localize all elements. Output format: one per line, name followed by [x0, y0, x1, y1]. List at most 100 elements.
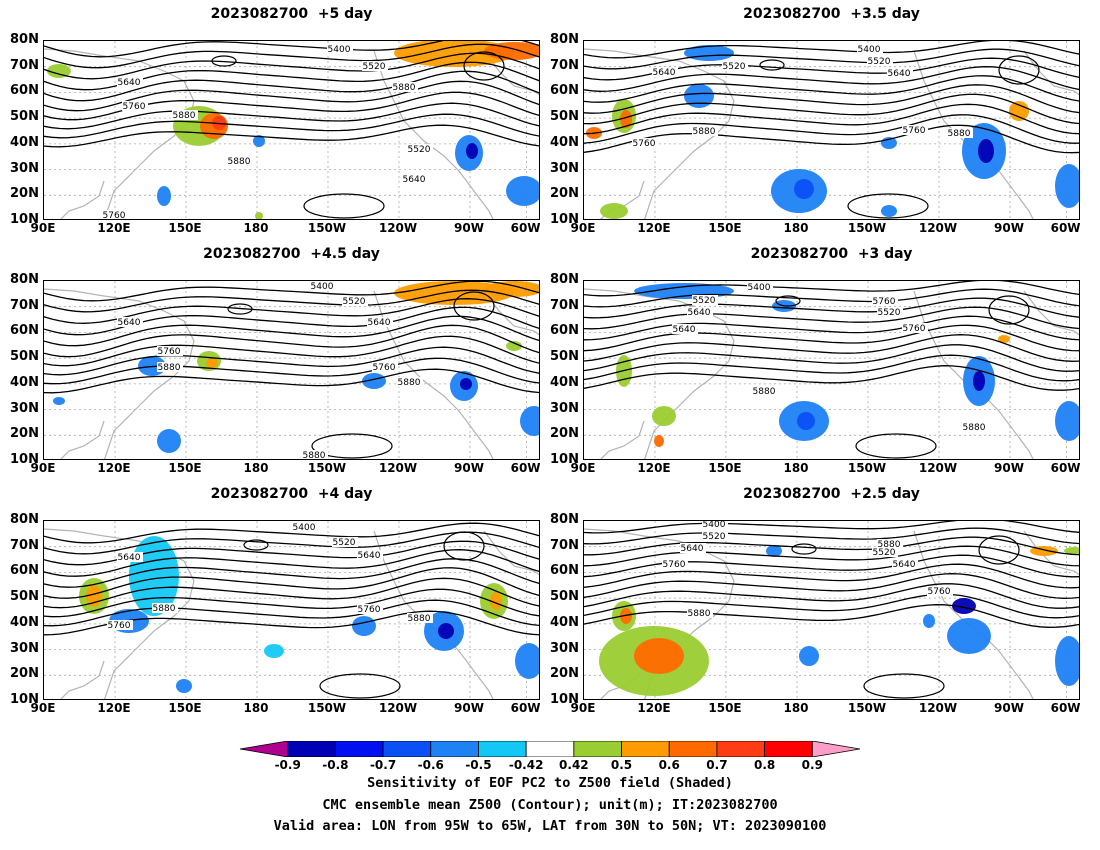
- panel-title-1: 2023082700 +5 day: [210, 6, 373, 22]
- lat-tick-label: 80N: [10, 272, 39, 287]
- z500-contour: [584, 527, 1079, 545]
- contour-label: 5760: [633, 139, 656, 149]
- z500-contour: [584, 521, 1079, 534]
- sensitivity-shading: [506, 176, 539, 206]
- colorbar-tick-label: -0.9: [274, 758, 301, 772]
- contour-label: 5880: [408, 614, 431, 624]
- lat-tick-label: 30N: [550, 640, 579, 656]
- lon-tick-label: 120E: [637, 221, 671, 235]
- z500-contour: [584, 545, 1079, 567]
- colorbar-segment: [334, 741, 384, 757]
- colorbar-segment: [716, 741, 766, 757]
- z500-contour: [584, 103, 1079, 135]
- sensitivity-shading: [1055, 636, 1079, 686]
- lat-tick-label: 50N: [550, 589, 579, 605]
- lat-tick-label: 20N: [550, 666, 579, 682]
- colorbar-segment: [621, 741, 670, 757]
- lon-tick-label: 60W: [1050, 461, 1081, 475]
- lon-tick-label: 120E: [97, 461, 131, 475]
- lon-tick-label: 150E: [708, 461, 742, 475]
- z500-contour: [44, 577, 539, 609]
- sensitivity-shading: [255, 212, 263, 219]
- lat-tick-label: 60N: [550, 563, 579, 579]
- colorbar-tick-label: -0.42: [508, 758, 544, 772]
- lat-tick-label: 40N: [550, 134, 579, 150]
- lat-tick-label: 70N: [550, 297, 579, 313]
- lon-tick-label: 90W: [994, 701, 1024, 715]
- contour-label: 5640: [403, 175, 426, 185]
- lat-tick-label: 70N: [10, 297, 39, 313]
- lon-tick-label: 120W: [918, 221, 958, 235]
- map-panel-1: 5400 5520 5640 5760 5880 5880 5520 5640 5760 5880: [43, 40, 540, 220]
- lat-tick-label: 80N: [10, 32, 39, 47]
- lon-tick-label: 180: [783, 461, 809, 475]
- lon-tick-label: 90W: [454, 221, 484, 235]
- z500-contour: [584, 93, 1079, 125]
- contour-label: 5760: [108, 621, 131, 631]
- colorbar-segment: [430, 741, 479, 757]
- lon-tick-label: 120W: [918, 701, 958, 715]
- colorbar: [240, 741, 860, 757]
- sensitivity-shading: [1064, 547, 1079, 555]
- z500-contour: [584, 297, 1079, 319]
- z500-contour: [44, 368, 539, 394]
- z500-contour: [584, 334, 1079, 362]
- contour-label: 5520: [703, 532, 726, 542]
- map-panel-5: 5400 5520 5640 5640 5880 5760 5760 5880: [43, 520, 540, 700]
- contour-label: 5760: [663, 560, 686, 570]
- lat-tick-label: 30N: [10, 160, 39, 176]
- lon-tick-label: 60W: [510, 221, 541, 235]
- lat-tick-label: 60N: [10, 323, 39, 339]
- contour-label: 5640: [118, 78, 141, 88]
- lat-tick-label: 80N: [10, 512, 39, 527]
- z500-contour: [584, 604, 1079, 628]
- sensitivity-shading: [176, 679, 192, 693]
- lon-tick-label: 120E: [637, 701, 671, 715]
- sensitivity-shading: [394, 41, 514, 67]
- lon-tick-label: 60W: [1050, 221, 1081, 235]
- sensitivity-shading: [799, 646, 819, 666]
- contour-label: 5400: [748, 283, 771, 293]
- z500-contour: [584, 315, 1079, 341]
- lon-tick-label: 90W: [994, 221, 1024, 235]
- sensitivity-shading: [973, 371, 985, 391]
- sensitivity-shading: [506, 341, 522, 351]
- contour-label: 5520: [333, 538, 356, 548]
- contour-label: 5880: [398, 378, 421, 388]
- caption-line-3: Valid area: LON from 95W to 65W, LAT fro…: [273, 818, 827, 834]
- lat-tick-label: 50N: [10, 589, 39, 605]
- z500-contour: [44, 102, 539, 130]
- lon-tick-label: 150W: [307, 461, 347, 475]
- z500-contour: [44, 70, 539, 102]
- z500-contour: [584, 48, 1079, 70]
- lon-tick-label: 90E: [570, 701, 596, 715]
- lat-tick-label: 60N: [10, 563, 39, 579]
- contour-label: 5520: [878, 308, 901, 318]
- colorbar-tick-label: 0.8: [753, 758, 776, 772]
- lon-tick-label: 60W: [1050, 701, 1081, 715]
- lon-tick-label: 150W: [847, 221, 887, 235]
- lon-tick-label: 120W: [378, 701, 418, 715]
- sensitivity-shading: [978, 139, 994, 163]
- z500-contour: [584, 354, 1079, 382]
- map-panel-2: 5400 5520 5640 5640 5760 5880 5880 5760 5520: [583, 40, 1080, 220]
- contour-label: 5640: [118, 318, 141, 328]
- lon-tick-label: 120W: [378, 461, 418, 475]
- lon-tick-label: 120E: [637, 461, 671, 475]
- contour-label: 5880: [153, 604, 176, 614]
- lat-tick-label: 30N: [550, 160, 579, 176]
- z500-contour: [44, 324, 539, 358]
- z500-contour: [584, 288, 1079, 308]
- lon-tick-label: 150W: [307, 221, 347, 235]
- contour-label: 5640: [893, 560, 916, 570]
- colorbar-tick-label: 0.7: [706, 758, 728, 772]
- lat-tick-label: 30N: [10, 640, 39, 656]
- sensitivity-shading: [352, 616, 376, 636]
- caption-line-1: Sensitivity of EOF PC2 to Z500 field (Sh…: [367, 775, 733, 791]
- contour-label: 5640: [688, 308, 711, 318]
- contour-label: 5880: [963, 423, 986, 433]
- lon-tick-label: 90E: [30, 221, 56, 235]
- contour-label: 5880: [688, 609, 711, 619]
- lat-tick-label: 50N: [10, 349, 39, 365]
